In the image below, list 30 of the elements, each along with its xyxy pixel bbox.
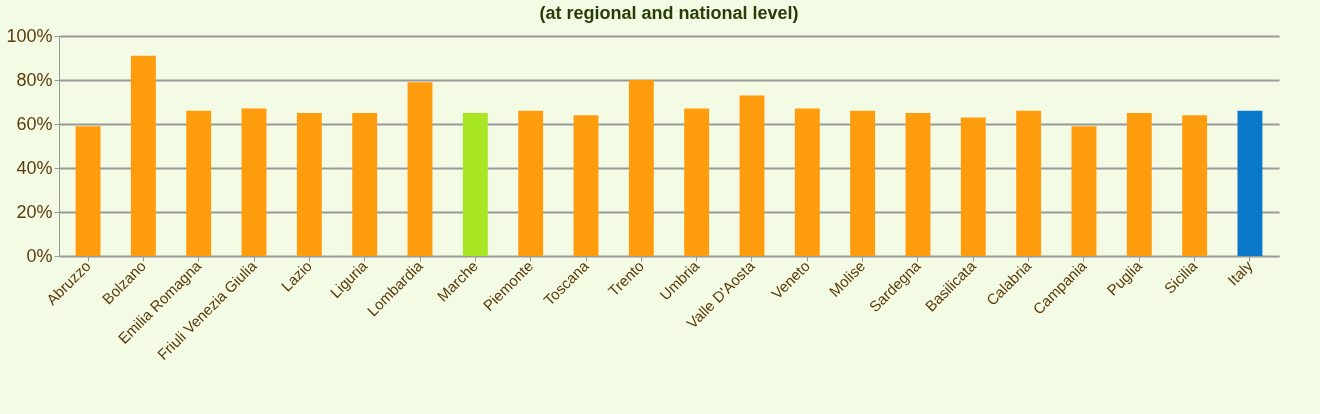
bar (1182, 115, 1208, 256)
bar (407, 82, 433, 256)
bar (573, 115, 599, 256)
bar (75, 126, 101, 256)
y-tick-label: 40% (16, 157, 53, 178)
bar (1126, 113, 1152, 256)
y-tick-label: 80% (16, 69, 53, 90)
bar (684, 108, 710, 256)
x-tick-label: Italy (1224, 256, 1256, 289)
bar (1016, 110, 1042, 256)
y-tick-label: 20% (16, 201, 53, 222)
bar (1237, 110, 1263, 256)
bar (130, 55, 156, 256)
bar (241, 108, 267, 256)
bar (1071, 126, 1097, 256)
bar (739, 95, 765, 256)
y-tick-label: 0% (26, 245, 53, 266)
bar (352, 113, 378, 256)
bar (628, 80, 654, 256)
bar (794, 108, 820, 256)
bar (518, 110, 544, 256)
chart-title: (at regional and national level) (539, 3, 799, 23)
bar (960, 117, 986, 256)
y-tick-label: 100% (6, 25, 53, 46)
bar (462, 113, 488, 256)
y-tick-label: 60% (16, 113, 53, 134)
bar (850, 110, 876, 256)
bar (296, 113, 322, 256)
bar (905, 113, 931, 256)
bar (186, 110, 212, 256)
